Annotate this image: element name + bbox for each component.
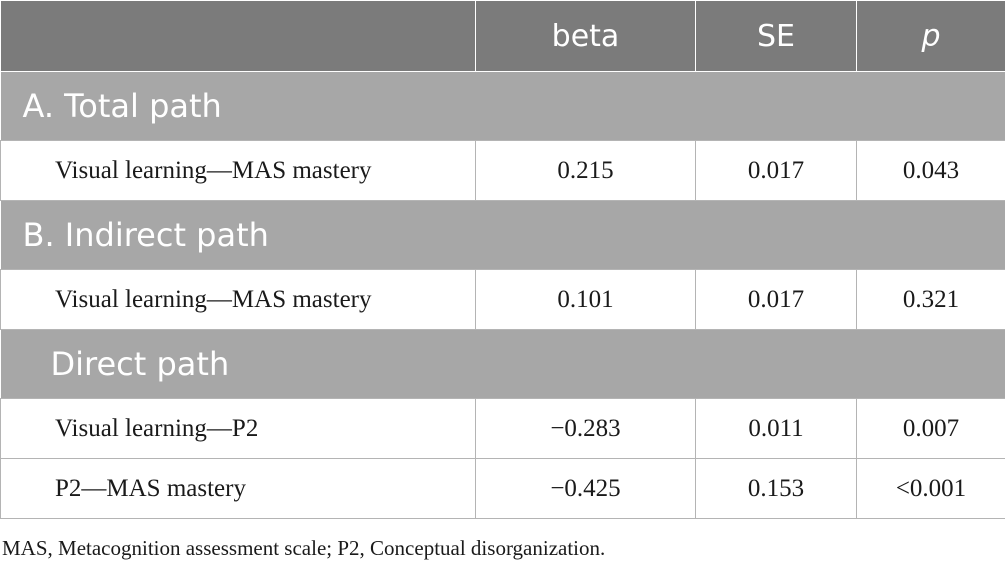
header-p: p xyxy=(856,0,1005,72)
row-beta: 0.215 xyxy=(475,140,696,201)
section-title: A. Total path xyxy=(0,71,1005,141)
row-label: Visual learning—P2 xyxy=(0,398,476,459)
header-se: SE xyxy=(695,0,857,72)
results-table: beta SE p A. Total path Visual learning—… xyxy=(0,0,1005,519)
header-empty xyxy=(0,0,476,72)
row-se: 0.017 xyxy=(695,140,857,201)
row-se: 0.011 xyxy=(695,398,857,459)
section-direct-path: Direct path xyxy=(0,329,1005,399)
row-p: 0.043 xyxy=(856,140,1005,201)
row-se: 0.017 xyxy=(695,269,857,330)
row-label: Visual learning—MAS mastery xyxy=(0,140,476,201)
table-row: P2—MAS mastery −0.425 0.153 <0.001 xyxy=(0,458,1005,519)
table-row: Visual learning—P2 −0.283 0.011 0.007 xyxy=(0,398,1005,459)
row-p: 0.321 xyxy=(856,269,1005,330)
row-label: Visual learning—MAS mastery xyxy=(0,269,476,330)
row-beta: −0.283 xyxy=(475,398,696,459)
section-title: B. Indirect path xyxy=(0,200,1005,270)
table-row: Visual learning—MAS mastery 0.215 0.017 … xyxy=(0,140,1005,201)
section-total-path: A. Total path xyxy=(0,71,1005,141)
row-p: 0.007 xyxy=(856,398,1005,459)
row-se: 0.153 xyxy=(695,458,857,519)
row-beta: 0.101 xyxy=(475,269,696,330)
section-indirect-path: B. Indirect path xyxy=(0,200,1005,270)
row-beta: −0.425 xyxy=(475,458,696,519)
header-row: beta SE p xyxy=(0,0,1005,72)
row-p: <0.001 xyxy=(856,458,1005,519)
table-footnote: MAS, Metacognition assessment scale; P2,… xyxy=(2,536,606,560)
table-row: Visual learning—MAS mastery 0.101 0.017 … xyxy=(0,269,1005,330)
header-beta: beta xyxy=(475,0,696,72)
section-title: Direct path xyxy=(0,329,1005,399)
row-label: P2—MAS mastery xyxy=(0,458,476,519)
